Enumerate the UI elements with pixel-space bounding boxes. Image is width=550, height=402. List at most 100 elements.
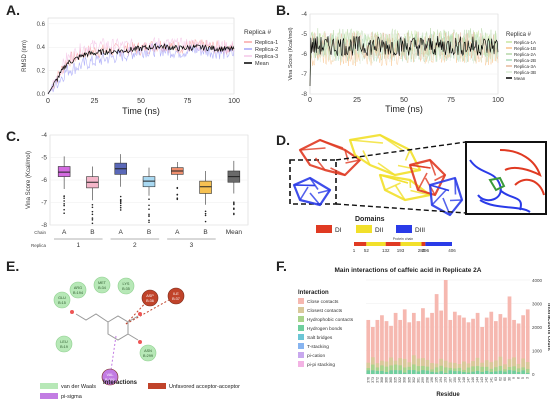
box-outlier: [119, 204, 122, 207]
protein-strand: [409, 179, 412, 189]
bar-hydrophobic: [462, 369, 466, 372]
interaction-legend-label: pi-sigma: [61, 394, 83, 400]
legend-swatch: [298, 307, 304, 313]
bar-closest-contacts: [425, 359, 430, 367]
bar-hbond: [525, 372, 530, 374]
protein-strand: [317, 189, 331, 194]
box-outlier: [176, 193, 179, 196]
bar-close-contacts: [516, 323, 521, 374]
domain-label: DII: [375, 227, 384, 234]
chain-row-label: Chain: [34, 230, 46, 235]
y-tick-label: 3000: [532, 302, 543, 307]
box-outlier: [233, 207, 235, 210]
bar-hydrophobic: [434, 367, 439, 373]
bar-hydrophobic: [452, 368, 457, 372]
x-tick-label: 299: [421, 377, 425, 383]
replica-label: 3: [190, 242, 194, 249]
legend-title: Interaction: [298, 290, 329, 296]
panel-label-e: E.: [6, 258, 20, 274]
box-outlier: [63, 212, 65, 215]
bar-closest-contacts: [434, 363, 439, 368]
protein-strand: [379, 174, 409, 184]
box-outlier: [148, 213, 150, 216]
interaction-legend-label: van der Waals: [61, 384, 96, 390]
x-axis-label: Time (ns): [385, 104, 423, 114]
bar-hydrophobic: [411, 364, 416, 371]
y-tick-label: -4: [41, 132, 47, 139]
residue-name: ILE: [173, 292, 179, 296]
y-tick-label: 4000: [532, 278, 543, 283]
residue-node: [117, 277, 135, 295]
legend-label: Hydrogen bonds: [307, 326, 343, 332]
x-tick-label: 75: [447, 97, 455, 104]
bar-hbond: [425, 370, 430, 374]
x-tick-label: 100: [228, 98, 240, 105]
bar-closest-contacts: [457, 364, 462, 368]
x-tick-label: 368: [380, 377, 384, 383]
box-outlier: [119, 202, 122, 205]
bar-hbond: [439, 371, 444, 374]
x-tick-label: 9: [512, 377, 516, 379]
bar-close-contacts: [416, 321, 421, 374]
zoom-connector: [335, 203, 467, 214]
replica-row-label: Replica: [31, 243, 47, 248]
protein-strand: [434, 174, 446, 182]
legend-label: Replica-2: [255, 47, 278, 53]
chain-label: B: [203, 229, 207, 236]
box-outlier: [204, 220, 207, 223]
bar-close-contacts: [484, 317, 489, 374]
box-outlier: [204, 212, 207, 215]
box-outlier: [63, 204, 65, 207]
bar-hydrophobic: [525, 368, 530, 373]
protein-strand: [384, 182, 401, 191]
bar-hbond: [475, 370, 480, 374]
box-outlier: [204, 214, 207, 217]
bar-closest-contacts: [498, 356, 503, 366]
bar-close-contacts: [480, 327, 485, 374]
x-tick-label: 8: [517, 377, 521, 379]
bar-close-contacts: [525, 309, 530, 374]
residue-node: [69, 281, 87, 299]
x-tick-label: 366: [385, 377, 389, 383]
bar-closest-contacts: [375, 363, 380, 368]
bar-closest-contacts: [370, 357, 375, 365]
box-outlier: [63, 200, 65, 202]
residue-node: [55, 335, 73, 353]
protein-strand: [417, 172, 428, 191]
residue-name: LYS: [123, 282, 130, 286]
domain-label: DIII: [415, 227, 425, 234]
bar-closest-contacts: [393, 360, 398, 365]
bar-hydrophobic: [503, 369, 507, 372]
bar-closest-contacts: [466, 363, 471, 368]
legend-swatch: [298, 361, 304, 367]
x-tick-label: 142: [485, 377, 489, 383]
bar-close-contacts: [398, 319, 403, 374]
y-tick-label: -4: [301, 11, 307, 18]
y-tick-label: -8: [301, 91, 307, 98]
bar-hbond: [452, 371, 457, 374]
legend-swatch: [298, 325, 304, 331]
bar-closest-contacts: [380, 360, 384, 366]
bar-hbond: [493, 371, 498, 374]
chain-tick-label: 280: [418, 248, 426, 253]
bar-hydrophobic: [407, 366, 412, 371]
protein-strand: [429, 184, 450, 192]
x-tick-label: 62: [498, 377, 502, 381]
bar-hbond: [384, 371, 389, 374]
bar-close-contacts: [489, 311, 494, 374]
residue-number: B:299: [143, 354, 153, 358]
bar-closest-contacts: [402, 358, 407, 368]
x-tick-label: 302: [412, 377, 416, 383]
inset-ribbon: [479, 199, 531, 213]
protein-strand: [429, 159, 437, 176]
x-tick-label: 143: [480, 377, 484, 383]
bar-hbond: [407, 370, 412, 374]
residue-name: ASN: [144, 349, 152, 353]
protein-strand: [309, 192, 321, 206]
bar-close-contacts: [407, 322, 412, 374]
bar-hbond: [512, 370, 516, 374]
bar-closest-contacts: [384, 361, 389, 367]
panel-label-f: F.: [276, 258, 287, 274]
mean-label: Mean: [226, 229, 243, 236]
bar-hbond: [416, 371, 421, 374]
